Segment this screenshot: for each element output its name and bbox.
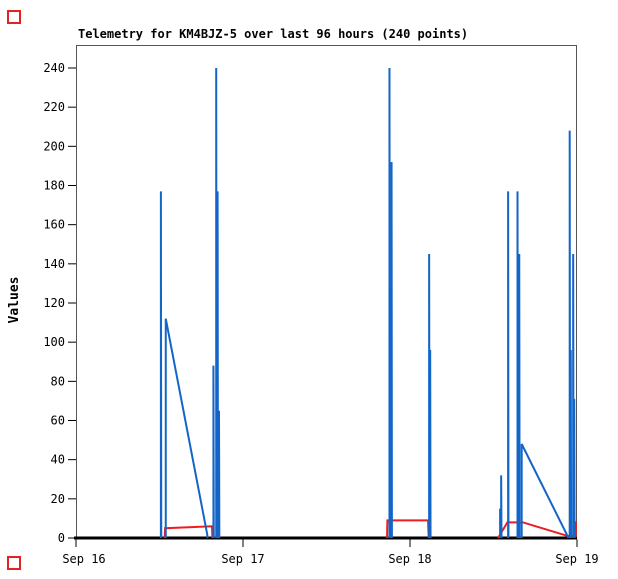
x-axis-ticks: Sep 16 Sep 17 Sep 18 Sep 19 [62, 539, 599, 566]
red-series-segment [386, 519, 430, 539]
y-tick-label: 180 [43, 179, 65, 193]
y-axis-label: Values [7, 277, 22, 324]
y-tick-label: 200 [43, 139, 65, 153]
x-tick-label: Sep 19 [555, 552, 598, 566]
plot-border [76, 45, 577, 538]
y-tick-label: 60 [51, 414, 65, 428]
red-square-marker-top [7, 10, 21, 24]
y-tick-label: 120 [43, 296, 65, 310]
chart-title: Telemetry for KM4BJZ-5 over last 96 hour… [78, 27, 468, 41]
y-tick-label: 20 [51, 492, 65, 506]
y-tick-label: 220 [43, 100, 65, 114]
blue-series-segment [164, 318, 209, 539]
y-tick-label: 140 [43, 257, 65, 271]
x-tick-label: Sep 17 [221, 552, 264, 566]
blue-series [159, 67, 576, 539]
red-series [163, 519, 577, 539]
x-tick-label: Sep 18 [388, 552, 431, 566]
x-tick-label: Sep 16 [62, 552, 105, 566]
y-tick-label: 160 [43, 218, 65, 232]
y-tick-label: 240 [43, 61, 65, 75]
y-axis-ticks: 0 20 40 60 80 100 120 140 160 180 200 220 240 [43, 61, 76, 545]
red-square-marker-bottom [7, 556, 21, 570]
blue-series-segment [520, 443, 569, 539]
y-tick-label: 80 [51, 374, 65, 388]
y-tick-label: 0 [58, 531, 65, 545]
y-tick-label: 40 [51, 453, 65, 467]
y-tick-label: 100 [43, 335, 65, 349]
